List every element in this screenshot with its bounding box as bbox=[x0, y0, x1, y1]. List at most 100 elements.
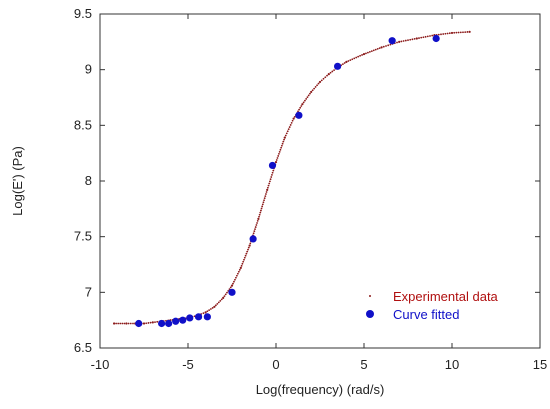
experimental-trace-dot bbox=[154, 321, 156, 324]
experimental-trace-dot bbox=[270, 176, 273, 178]
experimental-trace-dot bbox=[268, 182, 271, 185]
experimental-trace-dot bbox=[254, 228, 256, 231]
experimental-trace-dot bbox=[246, 250, 249, 253]
experimental-trace-dot bbox=[313, 87, 316, 90]
experimental-trace-dot bbox=[302, 101, 305, 104]
experimental-trace-dot bbox=[288, 126, 291, 128]
experimental-trace-dot bbox=[442, 33, 445, 35]
experimental-trace-dot bbox=[420, 36, 423, 39]
experimental-trace-dot bbox=[258, 215, 260, 218]
y-axis-ticks: 6.5 7 7.5 8 8.5 9 9.5 bbox=[74, 6, 540, 355]
experimental-data-point bbox=[248, 244, 251, 247]
experimental-trace-dot bbox=[127, 322, 130, 325]
experimental-trace-dot bbox=[424, 35, 427, 38]
experimental-trace-dot bbox=[293, 115, 296, 118]
experimental-trace-dot bbox=[316, 84, 318, 87]
experimental-trace-dot bbox=[367, 51, 369, 54]
experimental-trace-dot bbox=[265, 191, 268, 193]
experimental-data-point bbox=[450, 31, 454, 35]
experimental-trace-dot bbox=[233, 280, 235, 283]
experimental-trace-dot bbox=[437, 33, 440, 36]
x-tick-label: -5 bbox=[182, 357, 194, 372]
experimental-trace-dot bbox=[224, 293, 227, 296]
legend-experimental-label: Experimental data bbox=[393, 289, 499, 304]
experimental-trace-dot bbox=[309, 92, 311, 95]
y-tick-label: 9 bbox=[85, 62, 92, 77]
experimental-trace-dot bbox=[304, 99, 306, 102]
experimental-trace-dot bbox=[306, 96, 309, 99]
experimental-data-point bbox=[283, 136, 286, 139]
legend-curve-fitted-marker bbox=[366, 310, 374, 318]
experimental-trace-dot bbox=[444, 32, 447, 35]
curve-fitted-point bbox=[432, 34, 440, 43]
experimental-trace-dot bbox=[400, 40, 403, 43]
experimental-data-point bbox=[204, 311, 207, 314]
legend-curve-fitted-label: Curve fitted bbox=[393, 307, 459, 322]
experimental-trace-dot bbox=[426, 35, 429, 38]
experimental-trace-dot bbox=[466, 31, 469, 33]
y-tick-label: 9.5 bbox=[74, 6, 92, 21]
experimental-trace-dot bbox=[149, 321, 152, 324]
experimental-trace-dot bbox=[252, 232, 255, 235]
curve-fitted-point bbox=[268, 161, 277, 170]
experimental-trace-dot bbox=[219, 299, 222, 302]
experimental-trace-dot bbox=[235, 276, 237, 279]
experimental-trace-dot bbox=[264, 195, 267, 198]
x-axis-ticks: -10 -5 0 5 10 15 bbox=[91, 14, 547, 372]
legend: Experimental data Curve fitted bbox=[366, 289, 499, 322]
experimental-trace-dot bbox=[385, 45, 387, 47]
x-tick-label: 15 bbox=[533, 357, 547, 372]
experimental-trace-dot bbox=[211, 307, 214, 309]
experimental-data-point bbox=[222, 296, 225, 299]
experimental-trace-dot bbox=[289, 124, 292, 126]
experimental-trace-dot bbox=[387, 44, 390, 47]
experimental-trace-dot bbox=[275, 159, 278, 161]
y-tick-label: 8 bbox=[85, 173, 92, 188]
y-axis-title: Log(E') (Pa) bbox=[10, 146, 25, 216]
experimental-data-point bbox=[142, 322, 146, 325]
experimental-trace-dot bbox=[217, 301, 220, 304]
experimental-trace-dot bbox=[235, 274, 238, 277]
experimental-trace-dot bbox=[253, 230, 256, 233]
experimental-trace-dot bbox=[464, 31, 467, 33]
experimental-trace-dot bbox=[359, 54, 361, 57]
experimental-trace-dot bbox=[357, 55, 360, 58]
experimental-trace-dot bbox=[331, 70, 334, 73]
experimental-trace-dot bbox=[226, 291, 228, 294]
experimental-trace-dot bbox=[329, 71, 332, 74]
experimental-data-point bbox=[318, 80, 322, 84]
experimental-trace-dot bbox=[374, 48, 377, 51]
experimental-data-point bbox=[345, 60, 348, 63]
experimental-trace-dot bbox=[287, 128, 290, 131]
experimental-trace-dot bbox=[237, 270, 240, 273]
experimental-trace-dot bbox=[256, 220, 259, 222]
experimental-trace-dot bbox=[254, 226, 257, 228]
experimental-trace-dot bbox=[378, 47, 381, 50]
experimental-trace-dot bbox=[333, 69, 335, 72]
experimental-trace-dot bbox=[247, 248, 249, 251]
experimental-trace-dot bbox=[238, 268, 241, 271]
y-tick-label: 8.5 bbox=[74, 117, 92, 132]
experimental-trace-dot bbox=[132, 322, 134, 325]
curve-fitted-point bbox=[228, 288, 236, 296]
experimental-trace-dot bbox=[402, 40, 405, 42]
experimental-data-point bbox=[362, 52, 366, 56]
experimental-trace-dot bbox=[247, 246, 250, 249]
experimental-trace-dot bbox=[409, 38, 412, 41]
experimental-trace-dot bbox=[457, 31, 460, 34]
experimental-trace-dot bbox=[269, 178, 272, 181]
experimental-trace-dot bbox=[284, 134, 287, 137]
experimental-trace-dot bbox=[299, 106, 302, 109]
experimental-trace-dot bbox=[311, 89, 314, 92]
experimental-trace-dot bbox=[440, 33, 442, 36]
experimental-trace-dot bbox=[455, 31, 458, 34]
experimental-trace-dot bbox=[459, 31, 462, 34]
experimental-trace-dot bbox=[267, 184, 270, 187]
experimental-trace-dot bbox=[266, 186, 269, 189]
experimental-trace-dot bbox=[290, 121, 293, 124]
curve-fitted-point bbox=[186, 314, 194, 322]
experimental-trace-dot bbox=[320, 79, 323, 82]
experimental-trace-dot bbox=[209, 308, 212, 310]
experimental-trace-dot bbox=[117, 322, 120, 325]
